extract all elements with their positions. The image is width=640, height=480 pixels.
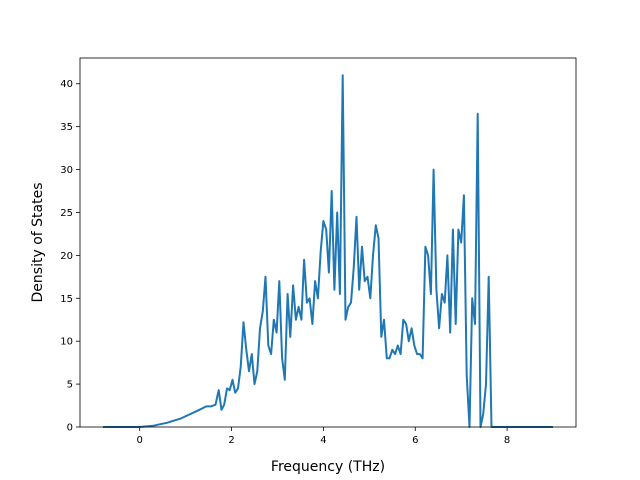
y-tick-label: 0 — [67, 423, 73, 434]
dos-series-line — [103, 74, 553, 428]
x-tick-label: 2 — [228, 435, 234, 446]
x-tick-label: 4 — [320, 435, 326, 446]
y-tick-label: 30 — [60, 165, 73, 176]
y-tick-label: 20 — [60, 251, 73, 262]
x-ticks: 0 2 4 6 8 — [137, 427, 510, 446]
x-tick-label: 8 — [504, 435, 510, 446]
y-tick-label: 10 — [60, 337, 73, 348]
x-axis-label: Frequency (THz) — [271, 459, 385, 475]
y-tick-label: 15 — [60, 294, 73, 305]
y-ticks: 0 5 10 15 20 25 30 35 40 — [60, 79, 80, 434]
y-tick-label: 5 — [67, 380, 73, 391]
axes-frame — [79, 57, 577, 428]
x-tick-label: 0 — [137, 435, 143, 446]
y-tick-label: 35 — [60, 122, 73, 133]
y-axis-label: Density of States — [30, 183, 46, 303]
y-tick-label: 40 — [60, 79, 73, 90]
y-tick-label: 25 — [60, 208, 73, 219]
x-tick-label: 6 — [412, 435, 418, 446]
